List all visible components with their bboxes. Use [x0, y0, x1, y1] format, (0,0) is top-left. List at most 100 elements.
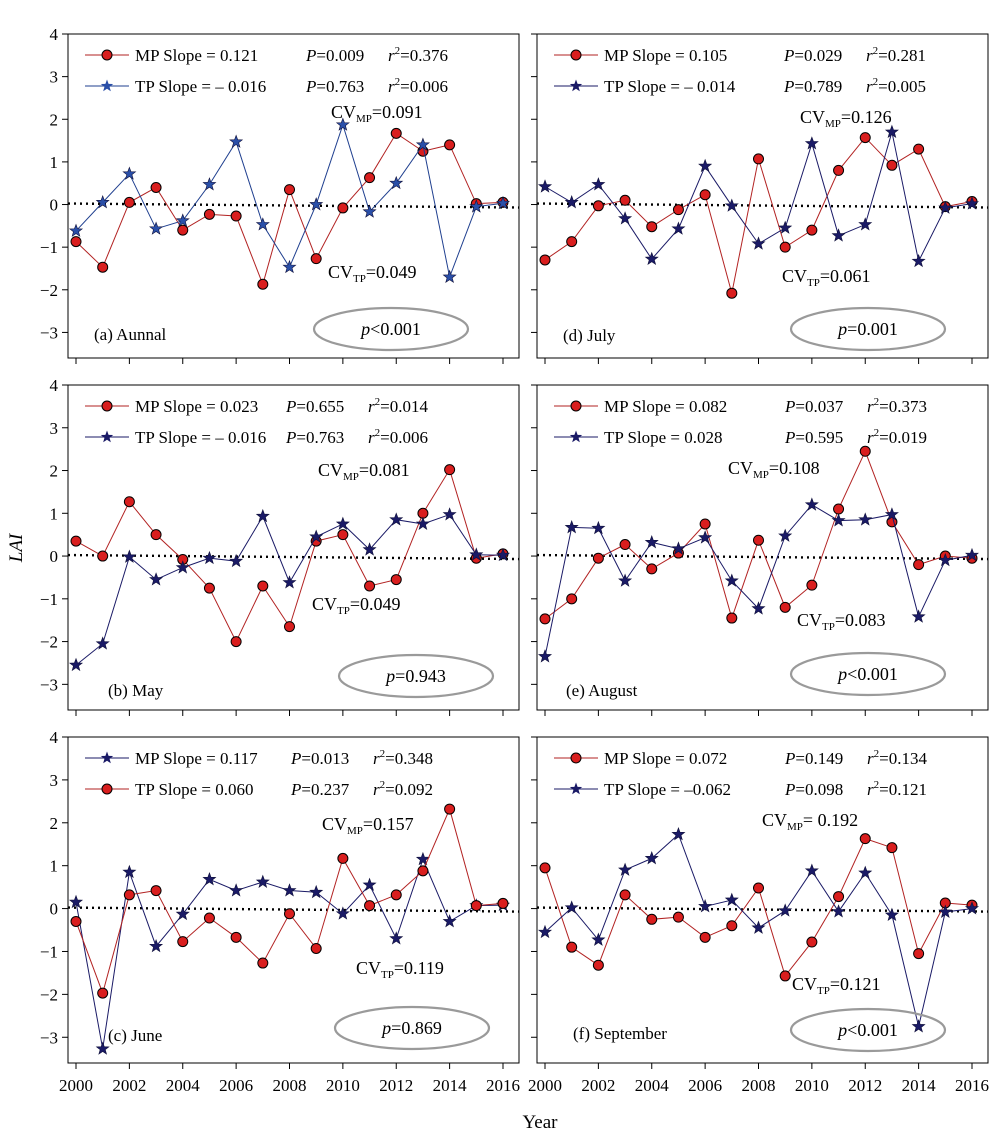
legend-r2-value: r2=0.005 — [866, 76, 926, 96]
zero-reference-line — [536, 553, 989, 561]
data-point-tp — [150, 885, 162, 897]
data-point-tp — [335, 516, 350, 530]
data-point-tp — [335, 117, 350, 131]
data-point-mp — [699, 931, 711, 943]
data-point-mp — [886, 842, 898, 854]
data-point-tp — [390, 889, 402, 901]
p-value-text: p<0.001 — [359, 319, 421, 339]
legend-marker-mp — [101, 400, 113, 412]
data-point-tp — [337, 852, 349, 864]
legend-r2-value: r2=0.134 — [867, 748, 927, 768]
legend-text-mp: MP Slope = 0.117 — [135, 749, 258, 768]
data-point-tp — [442, 507, 457, 521]
data-point-tp — [671, 826, 686, 841]
plot-frame — [67, 384, 520, 711]
data-point-mp — [257, 580, 269, 592]
cv-tp-annotation: CVTP=0.121 — [792, 974, 881, 997]
y-tick-label: 3 — [50, 419, 59, 438]
data-point-mp — [566, 941, 578, 953]
legend-p-value: P=0.789 — [783, 77, 842, 96]
data-point-tp — [804, 863, 819, 877]
legend-p-value: P=0.098 — [784, 780, 843, 799]
legend-p-value: P=0.237 — [290, 780, 350, 799]
data-point-tp — [537, 649, 553, 663]
legend-r2-value: r2=0.014 — [368, 396, 428, 416]
y-tick-label: −3 — [40, 323, 58, 342]
data-point-tp — [911, 253, 926, 268]
data-point-mp — [364, 172, 376, 184]
data-point-mp — [726, 920, 738, 932]
data-point-mp — [646, 221, 658, 233]
data-point-mp — [859, 445, 871, 457]
legend-r2-value: r2=0.092 — [373, 779, 433, 799]
data-point-mp — [913, 948, 925, 960]
plot-frame — [67, 33, 520, 359]
zero-reference-line — [67, 202, 520, 209]
data-point-mp — [229, 883, 244, 897]
panels: −3 −2 −1 0 1 2 3 4 MP Slope = 0.121 P=0.009 r2=0.3… — [40, 25, 989, 1095]
data-point-tp — [255, 217, 270, 231]
data-point-tp — [417, 865, 429, 877]
x-tick-label: 2002 — [112, 1076, 146, 1095]
data-point-mp — [699, 189, 711, 201]
data-point-tp — [831, 228, 846, 242]
y-tick-label: −3 — [40, 675, 58, 694]
y-tick-label: 0 — [50, 547, 59, 566]
legend-r2-value: r2=0.006 — [388, 76, 448, 96]
data-point-tp — [724, 573, 739, 587]
legend-p-value: P=0.029 — [783, 46, 842, 65]
chart-panel-2: −3 −2 −1 0 1 2 3 4 MP Slope = 0.023 P=0.655 r2=0.0… — [40, 376, 520, 716]
data-point-tp — [564, 520, 579, 534]
cv-tp-annotation: CVTP=0.061 — [782, 266, 871, 289]
data-point-tp — [564, 195, 579, 209]
y-tick-label: −3 — [40, 1028, 58, 1047]
legend-p-value: P=0.763 — [305, 77, 364, 96]
cv-mp-annotation: CVMP=0.091 — [331, 102, 423, 125]
x-tick-label: 2006 — [688, 1076, 722, 1095]
data-point-tp — [149, 572, 164, 586]
legend-text-tp: TP Slope = 0.060 — [135, 780, 254, 799]
data-point-mp — [726, 612, 738, 624]
cv-tp-annotation: CVTP=0.049 — [328, 262, 417, 285]
legend-marker-mp — [570, 752, 582, 764]
data-point-mp — [672, 911, 684, 923]
data-point-tp — [778, 528, 793, 542]
data-point-tp — [203, 912, 215, 924]
data-point-mp — [913, 559, 925, 571]
y-axis-label: LAI — [6, 532, 27, 563]
data-point-mp — [566, 593, 578, 605]
data-point-mp — [619, 889, 631, 901]
data-point-mp — [123, 196, 135, 208]
panel-label: (d) July — [563, 326, 616, 345]
data-point-mp — [255, 874, 270, 888]
data-point-tp — [95, 195, 110, 209]
data-point-mp — [390, 127, 402, 139]
data-point-mp — [257, 278, 269, 290]
legend-marker-tp — [100, 430, 114, 443]
x-tick-label: 2016 — [955, 1076, 989, 1095]
legend-p-value: P=0.149 — [784, 749, 843, 768]
p-value-oval — [789, 651, 947, 697]
legend-r2-value: r2=0.006 — [368, 427, 428, 447]
data-point-mp — [68, 894, 84, 909]
data-point-mp — [335, 906, 350, 920]
legend-text-mp: MP Slope = 0.072 — [604, 749, 727, 768]
data-point-tp — [362, 542, 377, 556]
y-tick-label: −1 — [40, 590, 58, 609]
data-point-mp — [230, 636, 242, 648]
data-point-mp — [592, 959, 604, 971]
data-point-tp — [911, 609, 926, 623]
data-point-mp — [150, 529, 162, 541]
data-point-tp — [415, 516, 430, 530]
data-point-tp — [362, 204, 377, 218]
data-point-mp — [337, 529, 349, 541]
x-axis-label: Year — [522, 1112, 558, 1133]
data-point-tp — [469, 199, 484, 213]
data-point-tp — [698, 158, 713, 173]
data-point-mp — [752, 153, 764, 165]
cv-tp-annotation: CVTP=0.083 — [797, 610, 886, 633]
legend-marker-tp — [569, 79, 583, 92]
panel-label: (b) May — [108, 681, 164, 700]
chart-panel-1: −3 −2 −1 0 1 2 3 4 MP Slope = 0.121 P=0.009 r2=0.3… — [40, 25, 520, 364]
